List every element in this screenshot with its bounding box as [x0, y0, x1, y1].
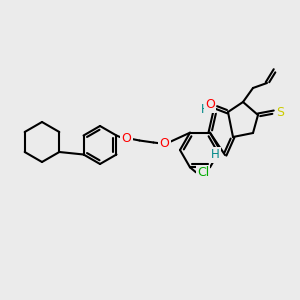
Text: S: S [276, 106, 284, 118]
Text: Cl: Cl [197, 166, 209, 179]
Text: H: H [211, 148, 219, 161]
Text: O: O [205, 98, 215, 112]
Text: O: O [160, 137, 170, 150]
Text: H: H [201, 103, 209, 116]
Text: O: O [122, 132, 131, 145]
